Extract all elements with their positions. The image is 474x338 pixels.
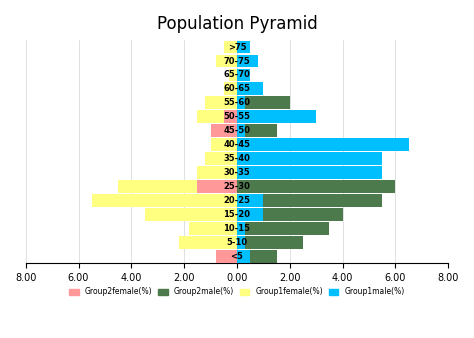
Text: 70-75: 70-75 — [224, 56, 250, 66]
Bar — [237, 41, 245, 53]
Bar — [205, 96, 237, 109]
Bar — [197, 110, 237, 123]
Bar — [237, 69, 250, 81]
Text: 10-15: 10-15 — [224, 224, 250, 233]
Bar — [237, 166, 382, 179]
Bar — [210, 124, 237, 137]
Bar — [237, 250, 250, 263]
Bar — [237, 110, 277, 123]
Bar — [237, 236, 245, 248]
Text: 45-50: 45-50 — [224, 126, 250, 135]
Bar — [237, 138, 409, 151]
Bar — [216, 55, 237, 67]
Text: <5: <5 — [230, 251, 244, 261]
Text: 50-55: 50-55 — [224, 112, 250, 121]
Bar — [237, 96, 245, 109]
Text: 20-25: 20-25 — [224, 196, 250, 205]
Bar — [145, 208, 237, 221]
Bar — [224, 82, 237, 95]
Bar — [237, 138, 277, 151]
Text: >75: >75 — [228, 43, 246, 52]
Bar — [237, 208, 264, 221]
Text: 35-40: 35-40 — [224, 154, 250, 163]
Bar — [237, 208, 343, 221]
Bar — [237, 222, 329, 235]
Bar — [118, 180, 237, 193]
Text: 30-35: 30-35 — [224, 168, 250, 177]
Text: 40-45: 40-45 — [224, 140, 250, 149]
Bar — [216, 250, 237, 263]
Bar — [237, 41, 250, 53]
Bar — [179, 236, 237, 248]
Text: 65-70: 65-70 — [224, 70, 250, 79]
Bar — [190, 222, 237, 235]
Bar — [237, 96, 290, 109]
Bar — [237, 124, 245, 137]
Bar — [224, 124, 237, 137]
Legend: Group2female(%), Group2male(%), Group1female(%), Group1male(%): Group2female(%), Group2male(%), Group1fe… — [66, 284, 408, 299]
Text: 60-65: 60-65 — [224, 84, 250, 93]
Bar — [237, 82, 264, 95]
Bar — [237, 194, 264, 207]
Bar — [237, 236, 303, 248]
Text: 5-10: 5-10 — [227, 238, 247, 247]
Bar — [237, 152, 382, 165]
Bar — [237, 194, 382, 207]
Bar — [205, 152, 237, 165]
Text: 55-60: 55-60 — [224, 98, 250, 107]
Bar — [197, 166, 237, 179]
Bar — [237, 82, 250, 95]
Bar — [237, 166, 290, 179]
Bar — [237, 222, 245, 235]
Bar — [197, 180, 237, 193]
Bar — [237, 55, 258, 67]
Bar — [229, 69, 237, 81]
Text: 15-20: 15-20 — [224, 210, 250, 219]
Bar — [237, 110, 316, 123]
Bar — [92, 194, 237, 207]
Bar — [237, 152, 277, 165]
Title: Population Pyramid: Population Pyramid — [156, 15, 318, 33]
Text: 25-30: 25-30 — [224, 182, 250, 191]
Bar — [210, 138, 237, 151]
Bar — [237, 124, 277, 137]
Bar — [224, 41, 237, 53]
Bar — [237, 69, 250, 81]
Bar — [224, 110, 237, 123]
Bar — [237, 55, 250, 67]
Bar — [237, 250, 277, 263]
Bar — [237, 180, 395, 193]
